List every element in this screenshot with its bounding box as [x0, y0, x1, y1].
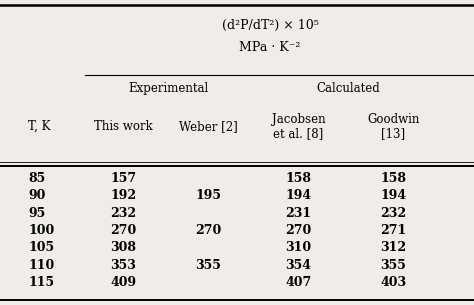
Text: 90: 90 [28, 189, 46, 202]
Text: 100: 100 [28, 224, 55, 237]
Text: 192: 192 [110, 189, 137, 202]
Text: 355: 355 [196, 259, 221, 272]
Text: 194: 194 [285, 189, 312, 202]
Text: 407: 407 [285, 276, 312, 289]
Text: 115: 115 [28, 276, 55, 289]
Text: 312: 312 [380, 242, 407, 254]
Text: 270: 270 [110, 224, 137, 237]
Text: T, K: T, K [28, 120, 51, 133]
Text: 110: 110 [28, 259, 55, 272]
Text: 95: 95 [28, 207, 46, 220]
Text: 194: 194 [380, 189, 407, 202]
Text: 270: 270 [195, 224, 222, 237]
Text: Jacobsen
et al. [8]: Jacobsen et al. [8] [272, 113, 326, 141]
Text: This work: This work [94, 120, 153, 133]
Text: 354: 354 [286, 259, 311, 272]
Text: 270: 270 [285, 224, 312, 237]
Text: 158: 158 [381, 172, 406, 185]
Text: 232: 232 [110, 207, 137, 220]
Text: Calculated: Calculated [317, 82, 380, 95]
Text: MPa · K⁻²: MPa · K⁻² [239, 41, 301, 54]
Text: 105: 105 [28, 242, 55, 254]
Text: 403: 403 [380, 276, 407, 289]
Text: Goodwin
[13]: Goodwin [13] [367, 113, 419, 141]
Text: 232: 232 [380, 207, 407, 220]
Text: 157: 157 [110, 172, 137, 185]
Text: 158: 158 [286, 172, 311, 185]
Text: 353: 353 [110, 259, 136, 272]
Text: 355: 355 [381, 259, 406, 272]
Text: 85: 85 [28, 172, 46, 185]
Text: 409: 409 [110, 276, 137, 289]
Text: 308: 308 [110, 242, 136, 254]
Text: Weber [2]: Weber [2] [179, 120, 238, 133]
Text: Experimental: Experimental [128, 82, 209, 95]
Text: (d²P/dT²) × 10⁵: (d²P/dT²) × 10⁵ [222, 20, 319, 32]
Text: 231: 231 [285, 207, 312, 220]
Text: 310: 310 [285, 242, 312, 254]
Text: 271: 271 [380, 224, 407, 237]
Text: 195: 195 [196, 189, 221, 202]
